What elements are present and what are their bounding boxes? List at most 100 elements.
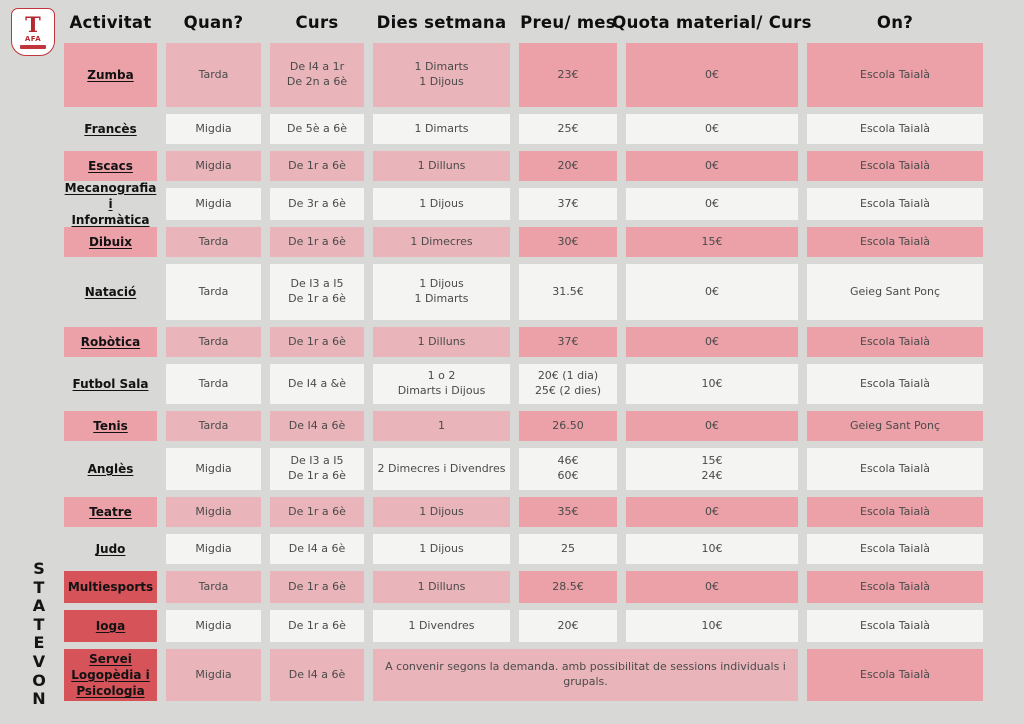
table-cell-quota: 0€: [626, 571, 798, 603]
table-cell-quan: Tarda: [166, 43, 261, 107]
table-cell-quota: 0€: [626, 188, 798, 220]
table-cell-curs: De 1r a 6è: [270, 327, 364, 357]
activity-robotica: Robòtica: [64, 327, 157, 357]
table-cell-curs: De I4 a 6è: [270, 411, 364, 441]
table-cell-quota: 10€: [626, 534, 798, 564]
table-cell-preu: 30€: [519, 227, 617, 257]
table-cell-dies: 1 Dijous: [373, 188, 510, 220]
table-cell-preu: 23€: [519, 43, 617, 107]
table-cell-on: Escola Taialà: [807, 649, 983, 701]
table-cell-on: Escola Taialà: [807, 227, 983, 257]
column-header-activitat: Activitat: [69, 12, 152, 32]
activity-escacs: Escacs: [64, 151, 157, 181]
table-cell-on: Escola Taialà: [807, 571, 983, 603]
table-cell-curs: De 3r a 6è: [270, 188, 364, 220]
novetats-vertical-label: S T A T E V O N: [32, 559, 46, 709]
table-cell-quan: Migdia: [166, 188, 261, 220]
table-cell-dies: 1 Dilluns: [373, 327, 510, 357]
table-cell-preu: 25: [519, 534, 617, 564]
table-cell-quan: Migdia: [166, 497, 261, 527]
table-cell-on: Escola Taialà: [807, 448, 983, 490]
column-header-quota-material: Quota material/ Curs: [612, 12, 812, 32]
table-cell-preu: 37€: [519, 327, 617, 357]
column-header-quan: Quan?: [183, 12, 244, 32]
activity-servei-logopedia-psicologia: Servei Logopèdia i Psicologia: [64, 649, 157, 701]
table-cell-curs: De 1r a 6è: [270, 227, 364, 257]
table-cell-quan: Migdia: [166, 151, 261, 181]
table-cell-quota: 0€: [626, 411, 798, 441]
table-cell-preu: 26.50: [519, 411, 617, 441]
table-cell-curs: De 1r a 6è: [270, 610, 364, 642]
table-cell-dies: 1 Dimarts: [373, 114, 510, 144]
table-cell-quan: Migdia: [166, 649, 261, 701]
table-cell-preu: 31.5€: [519, 264, 617, 320]
table-cell-dies: 1 Dijous: [373, 534, 510, 564]
table-cell-curs: De I3 a I5 De 1r a 6è: [270, 264, 364, 320]
table-cell-dies: 2 Dimecres i Divendres: [373, 448, 510, 490]
table-cell-on: Escola Taialà: [807, 151, 983, 181]
table-cell-preu: 20€: [519, 151, 617, 181]
activity-mecanografia-informatica: Mecanografia i Informàtica: [64, 180, 157, 228]
table-cell-curs: De 1r a 6è: [270, 571, 364, 603]
activities-table: Activitat Quan? Curs Dies setmana Preu/ …: [64, 8, 983, 701]
table-cell-quan: Tarda: [166, 571, 261, 603]
logo-afa-text: AFA: [24, 35, 42, 43]
table-cell-on: Escola Taialà: [807, 43, 983, 107]
table-cell-on: Escola Taialà: [807, 610, 983, 642]
table-cell-quan: Migdia: [166, 534, 261, 564]
activity-tenis: Tenis: [64, 411, 157, 441]
table-cell-curs: De I4 a &è: [270, 364, 364, 404]
table-cell-preu: 37€: [519, 188, 617, 220]
table-cell-preu: 20€: [519, 610, 617, 642]
table-cell-quota: 0€: [626, 43, 798, 107]
table-cell-dies: 1 Dilluns: [373, 571, 510, 603]
activity-natacio: Natació: [84, 284, 137, 299]
activity-zumba: Zumba: [64, 43, 157, 107]
activity-multiesports: Multiesports: [64, 571, 157, 603]
table-cell-quota: 0€: [626, 264, 798, 320]
activity-frances: Francès: [84, 121, 137, 136]
table-cell-dies: 1 Dimarts 1 Dijous: [373, 43, 510, 107]
activity-dibuix: Dibuix: [64, 227, 157, 257]
table-cell-curs: De 5è a 6è: [270, 114, 364, 144]
table-cell-quan: Tarda: [166, 227, 261, 257]
activity-judo: Judo: [95, 541, 126, 556]
column-header-on: On?: [876, 12, 914, 32]
table-cell-curs: De 1r a 6è: [270, 151, 364, 181]
table-cell-on: Escola Taialà: [807, 497, 983, 527]
table-cell-preu: 25€: [519, 114, 617, 144]
table-cell-curs: De I4 a 6è: [270, 534, 364, 564]
activity-futbol-sala: Futbol Sala: [72, 376, 149, 391]
table-cell-on: Geieg Sant Ponç: [807, 264, 983, 320]
table-cell-dies-note: A convenir segons la demanda. amb possib…: [373, 649, 798, 701]
table-cell-preu: 28.5€: [519, 571, 617, 603]
table-cell-quan: Migdia: [166, 114, 261, 144]
table-cell-preu: 35€: [519, 497, 617, 527]
table-cell-dies: 1 Dijous: [373, 497, 510, 527]
table-cell-quota: 0€: [626, 114, 798, 144]
table-cell-on: Escola Taialà: [807, 534, 983, 564]
table-cell-quota: 0€: [626, 151, 798, 181]
table-cell-quota: 15€ 24€: [626, 448, 798, 490]
table-cell-dies: 1 Dilluns: [373, 151, 510, 181]
table-cell-dies: 1 Dimecres: [373, 227, 510, 257]
table-cell-curs: De I3 a I5 De 1r a 6è: [270, 448, 364, 490]
table-cell-dies: 1 Dijous 1 Dimarts: [373, 264, 510, 320]
logo-banner: [20, 45, 46, 49]
table-cell-quota: 0€: [626, 497, 798, 527]
table-cell-on: Escola Taialà: [807, 114, 983, 144]
table-cell-quota: 0€: [626, 327, 798, 357]
table-cell-quota: 10€: [626, 364, 798, 404]
table-cell-on: Escola Taialà: [807, 188, 983, 220]
logo-letter: T: [25, 12, 41, 37]
column-header-dies-setmana: Dies setmana: [376, 12, 507, 32]
table-cell-dies: 1 o 2 Dimarts i Dijous: [373, 364, 510, 404]
table-cell-preu: 20€ (1 dia) 25€ (2 dies): [519, 364, 617, 404]
table-cell-quota: 10€: [626, 610, 798, 642]
column-header-preu-mes: Preu/ mes: [520, 12, 616, 32]
table-cell-quan: Tarda: [166, 327, 261, 357]
table-cell-quan: Migdia: [166, 610, 261, 642]
table-cell-quan: Tarda: [166, 264, 261, 320]
table-cell-curs: De I4 a 6è: [270, 649, 364, 701]
table-cell-curs: De 1r a 6è: [270, 497, 364, 527]
